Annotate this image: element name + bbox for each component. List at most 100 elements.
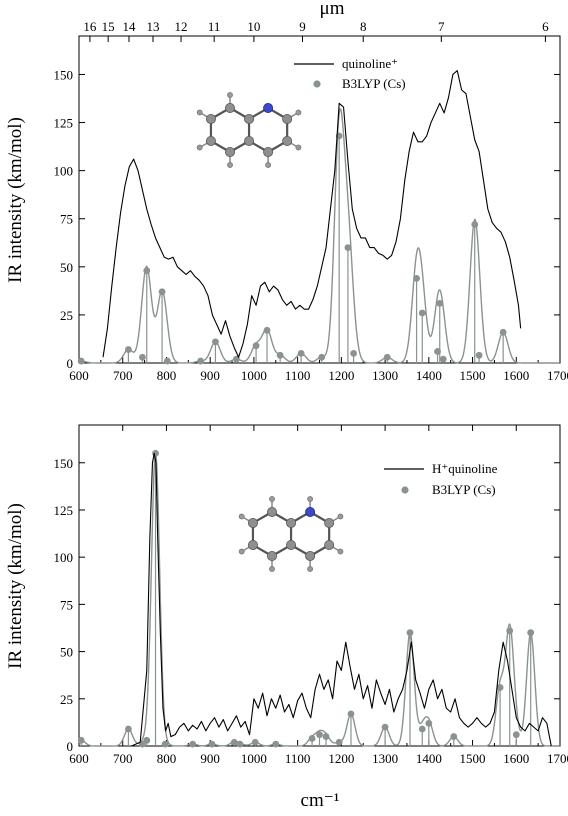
- top-um-tick-label: 14: [122, 19, 136, 34]
- bottom-theory-point: [77, 736, 85, 744]
- bottom-theory-point: [208, 740, 216, 748]
- top-x-tick-label: 1100: [285, 368, 311, 383]
- bottom-x-tick-label: 1300: [372, 751, 398, 766]
- top-x-tick-label: 700: [113, 368, 133, 383]
- top-theory-point: [418, 309, 426, 317]
- bottom-y-tick-label: 25: [60, 692, 73, 707]
- bottom-molecule-nitrogen-atom: [305, 506, 316, 517]
- bottom-theory-point: [496, 684, 504, 691]
- bottom-molecule-hydrogen-atom: [307, 566, 314, 572]
- bottom-theory-point: [450, 733, 458, 740]
- top-theory-point: [434, 348, 441, 355]
- top-theory-point: [158, 288, 166, 296]
- bottom-theory-point: [230, 738, 238, 746]
- top-um-tick-label: 11: [208, 19, 221, 34]
- top-legend-experiment-label: quinoline⁺: [342, 56, 398, 71]
- top-panel: 600 700 800 900 1000 1100 1200 1300 1400 1500 1600…: [54, 19, 568, 383]
- bottom-x-tick-label: 1400: [416, 751, 442, 766]
- top-x-tick-label: 800: [157, 368, 177, 383]
- bottom-molecule-carbon-atom: [324, 517, 335, 528]
- top-legend-dot-marker: [313, 80, 321, 88]
- top-y-tick-label: 150: [54, 67, 74, 82]
- top-um-tick-label: 9: [299, 19, 306, 34]
- top-molecule-carbon-atom: [282, 113, 293, 124]
- bottom-y-tick-label: 50: [60, 645, 73, 660]
- bottom-theory-point: [506, 627, 514, 635]
- bottom-molecule-hydrogen-atom: [238, 513, 245, 520]
- top-legend: quinoline⁺ B3LYP (Cs): [294, 56, 406, 91]
- bottom-panel: 600 700 800 900 1000 1100 1200 1300 1400 1500 1600…: [54, 425, 568, 766]
- bottom-y-tick-label: 125: [54, 503, 74, 518]
- bottom-theory-point: [381, 723, 389, 731]
- top-theory-point: [263, 326, 271, 334]
- top-molecule-carbon-atom: [225, 146, 235, 157]
- bottom-theory-point: [512, 731, 520, 739]
- bottom-theory-point: [316, 731, 323, 739]
- bottom-molecule-carbon-atom: [286, 517, 297, 528]
- bottom-theory-point: [143, 736, 151, 744]
- bottom-legend: H⁺quinoline B3LYP (Cs): [384, 461, 498, 497]
- bottom-theory-point: [125, 725, 132, 733]
- top-molecule-carbon-atom: [263, 146, 274, 157]
- bottom-molecule-hydrogen-atom: [337, 548, 344, 555]
- bottom-molecule-hydrogen-atom: [307, 496, 314, 502]
- bottom-theory-point: [161, 740, 169, 748]
- top-theory-point: [436, 299, 444, 307]
- bottom-x-tick-label: 700: [113, 751, 133, 766]
- protonated-quinoline-molecule-icon: [238, 496, 344, 572]
- top-theory-point: [318, 353, 326, 361]
- top-theory-point: [139, 353, 146, 361]
- top-molecule-hydrogen-atom: [227, 92, 233, 98]
- top-y-tick-label: 100: [54, 164, 74, 179]
- top-molecule-carbon-atom: [244, 136, 255, 146]
- top-x-tick-label: 1000: [241, 368, 267, 383]
- bottom-theory-envelope: [78, 450, 560, 747]
- top-um-tick-label: 8: [360, 19, 367, 34]
- top-um-tick-label: 13: [147, 19, 160, 34]
- top-um-tick-label: 16: [83, 19, 97, 34]
- bottom-x-tick-label: 1500: [460, 751, 486, 766]
- top-molecule-carbon-atom: [244, 113, 255, 124]
- bottom-molecule-hydrogen-atom: [337, 513, 344, 520]
- bottom-x-tick-label: 900: [200, 751, 220, 766]
- bottom-x-tick-label: 1200: [328, 751, 354, 766]
- bottom-molecule-hydrogen-atom: [269, 566, 275, 572]
- bottom-theory-point: [322, 733, 330, 740]
- bottom-theory-point: [527, 629, 535, 637]
- top-theory-point: [77, 357, 85, 365]
- bottom-theory-point: [272, 740, 280, 748]
- bottom-x-tick-label: 800: [157, 751, 177, 766]
- top-um-tick-label: 6: [542, 19, 549, 34]
- bottom-theory-point: [418, 725, 426, 733]
- bottom-molecule-carbon-atom: [247, 517, 258, 528]
- top-um-tick-label: 12: [175, 19, 188, 34]
- top-theory-point: [143, 267, 151, 275]
- bottom-molecule-carbon-atom: [305, 550, 316, 561]
- top-x-tick-label: 1600: [503, 368, 529, 383]
- top-molecule-hydrogen-atom: [295, 109, 302, 116]
- top-theory-point: [350, 349, 358, 357]
- top-molecule-hydrogen-atom: [265, 162, 272, 168]
- bottom-x-tick-label: 600: [69, 751, 89, 766]
- quinoline-cation-molecule-icon: [196, 92, 302, 168]
- top-theory-point: [439, 355, 447, 363]
- top-molecule-hydrogen-atom: [295, 144, 302, 151]
- top-theory-point: [475, 351, 483, 359]
- top-um-tick-label: 15: [102, 19, 115, 34]
- top-theory-point: [344, 244, 352, 251]
- top-y-tick-label: 125: [54, 116, 74, 131]
- bottom-theory-point: [236, 740, 244, 748]
- x-axis-title: cm⁻¹: [301, 790, 340, 811]
- top-theory-envelope: [78, 108, 560, 364]
- bottom-theory-point: [152, 449, 159, 457]
- top-molecule-nitrogen-atom: [263, 102, 274, 113]
- top-axis-title: μm: [320, 0, 345, 19]
- bottom-y-tick-label: 100: [54, 550, 74, 565]
- bottom-experiment-spectrum: [131, 452, 552, 747]
- top-theory-point: [125, 346, 132, 353]
- top-theory-point: [197, 357, 204, 365]
- top-theory-point: [212, 338, 219, 346]
- bottom-y-axis-title: IR intensity (km/mol): [5, 503, 26, 669]
